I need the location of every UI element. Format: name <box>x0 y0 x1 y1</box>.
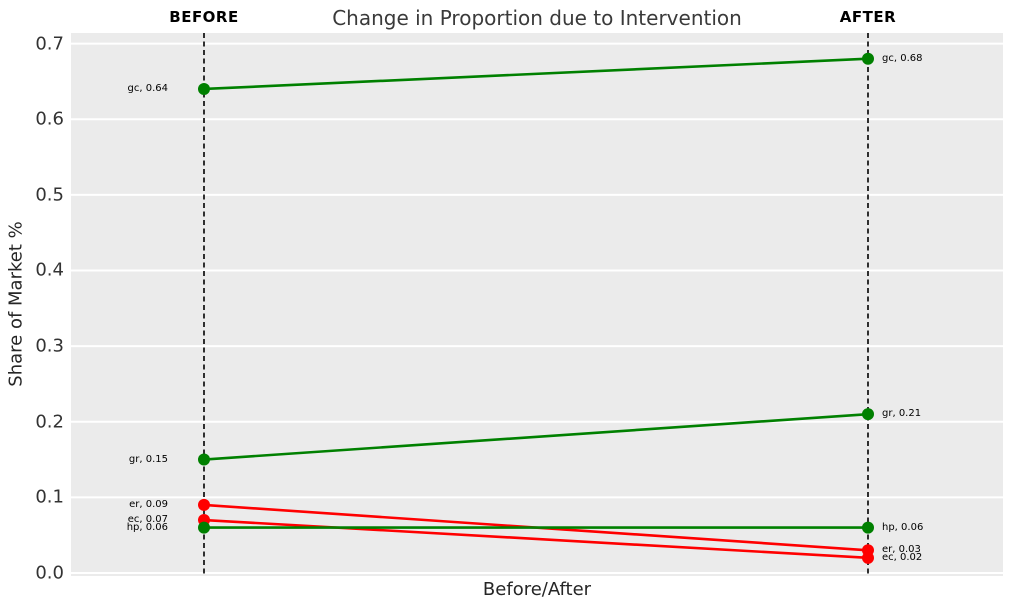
y-axis-label: Share of Market % <box>5 221 27 387</box>
point-label-hp-left: hp, 0.06 <box>126 521 168 533</box>
point-label-er-left: er, 0.09 <box>129 498 168 510</box>
y-tick-label: 0.7 <box>35 33 64 55</box>
point-hp-after <box>862 521 874 534</box>
series-line-gc <box>203 57 869 91</box>
point-hp-before <box>198 521 210 534</box>
y-tick-label: 0.3 <box>35 335 64 357</box>
point-label-er-right: er, 0.03 <box>882 544 921 556</box>
point-label-gr-left: gr, 0.15 <box>128 453 168 465</box>
y-tick-label: 0.5 <box>35 184 64 206</box>
y-tick-label: 0.4 <box>35 259 64 281</box>
point-label-ec-left: ec, 0.07 <box>127 514 168 526</box>
plot-svg <box>71 33 1003 576</box>
y-tick-label: 0.0 <box>35 562 64 584</box>
point-gc-before <box>198 82 210 95</box>
point-label-ec-right: ec, 0.02 <box>882 551 923 563</box>
after-column-header: AFTER <box>839 8 897 26</box>
point-label-hp-right: hp, 0.06 <box>882 521 924 533</box>
point-label-gr-right: gr, 0.21 <box>882 408 922 420</box>
series-line-ec <box>203 518 869 560</box>
point-gc-after <box>862 52 874 65</box>
y-tick-label: 0.6 <box>35 108 64 130</box>
point-gr-before <box>198 453 210 466</box>
x-axis-label: Before/After <box>482 579 592 600</box>
series-line-gr <box>203 412 869 461</box>
point-label-gc-right: gc, 0.68 <box>882 52 923 64</box>
point-ec-after <box>862 551 874 564</box>
plot-area <box>71 33 1003 576</box>
point-label-gc-left: gc, 0.64 <box>127 82 168 94</box>
y-tick-label: 0.1 <box>35 486 64 508</box>
before-column-header: BEFORE <box>169 8 239 26</box>
chart-title: Change in Proportion due to Intervention <box>332 6 742 30</box>
point-gr-after <box>862 408 874 421</box>
y-tick-label: 0.2 <box>35 411 64 433</box>
point-er-before <box>198 498 210 511</box>
